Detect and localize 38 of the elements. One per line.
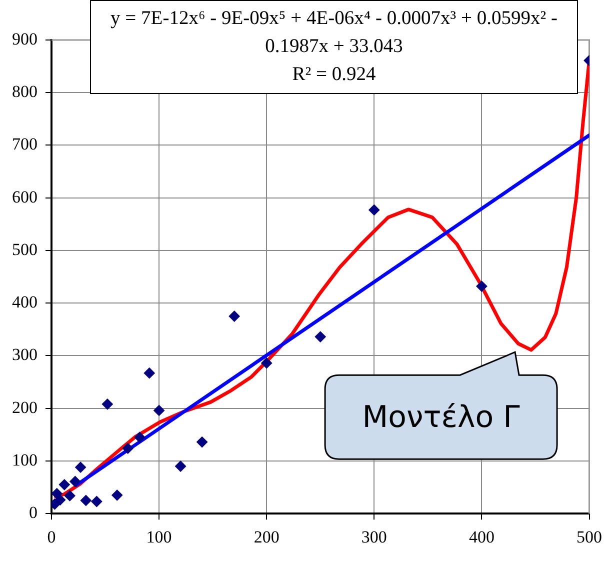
x-tick-label: 500 bbox=[576, 527, 602, 546]
x-tick-label: 300 bbox=[361, 527, 387, 546]
point bbox=[102, 398, 113, 410]
point bbox=[70, 476, 81, 487]
x-tick-label: 100 bbox=[146, 527, 172, 546]
x-tick-label: 0 bbox=[47, 527, 56, 546]
point bbox=[175, 460, 186, 472]
point bbox=[261, 358, 272, 369]
y-tick-label: 800 bbox=[12, 82, 38, 102]
y-tick-label: 100 bbox=[12, 450, 38, 470]
y-tick-label: 300 bbox=[12, 345, 38, 364]
y-tick-label: 200 bbox=[12, 398, 38, 417]
point bbox=[134, 432, 146, 443]
annotation: Μοντέλο Γ bbox=[362, 400, 520, 435]
y-tick-label: 600 bbox=[12, 187, 38, 206]
point bbox=[75, 462, 86, 473]
point bbox=[80, 494, 92, 506]
point bbox=[112, 490, 123, 501]
y-tick-label: 900 bbox=[12, 29, 38, 48]
x-tick-label: 400 bbox=[468, 527, 494, 546]
point bbox=[196, 436, 208, 448]
point bbox=[91, 496, 102, 507]
y-tick-label: 0 bbox=[29, 503, 38, 522]
point bbox=[314, 331, 326, 342]
point bbox=[144, 368, 155, 379]
point bbox=[122, 442, 134, 454]
point bbox=[154, 404, 165, 416]
y-tick-label: 500 bbox=[12, 240, 38, 259]
x-tick-label: 200 bbox=[254, 527, 280, 546]
point bbox=[64, 490, 76, 502]
point bbox=[368, 204, 380, 216]
annotation: y = 7E-12x⁶ - 9E-09x⁵ + 4E-06x⁴ - 0.0007x³ + 0.0599x² - 0.1987x + 33.043 R² = 0.924 bbox=[90, 0, 578, 94]
point bbox=[54, 494, 66, 506]
point bbox=[228, 310, 240, 322]
y-tick-label: 700 bbox=[12, 134, 38, 154]
point bbox=[476, 280, 488, 292]
y-tick-label: 400 bbox=[12, 292, 38, 312]
point bbox=[58, 479, 70, 490]
